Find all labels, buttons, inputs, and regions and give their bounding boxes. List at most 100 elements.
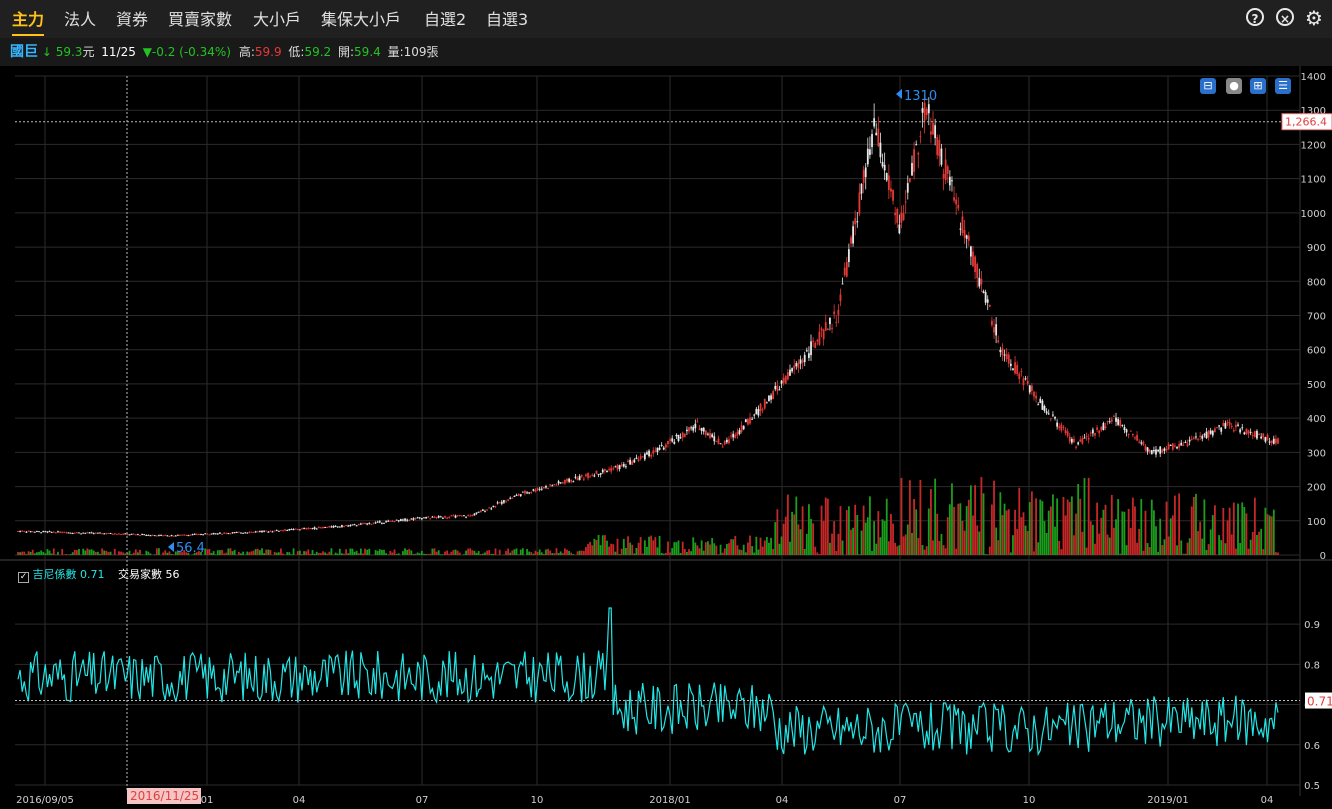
volume-bar (938, 541, 941, 555)
candle-body (1235, 424, 1237, 428)
volume-bar (509, 552, 512, 555)
volume-bar (725, 544, 728, 555)
candle-body (597, 474, 600, 476)
chart-area[interactable]: 1400130012001100100090080070060050040030… (0, 66, 1332, 809)
candle-body (442, 517, 444, 519)
candle-body (820, 328, 823, 331)
volume-bar (65, 554, 68, 555)
close-icon[interactable]: × (1276, 8, 1294, 26)
record-icon[interactable]: ● (1226, 78, 1242, 94)
volume-bar (879, 537, 882, 555)
candle-body (492, 505, 495, 508)
candle-body (526, 492, 528, 494)
volume-bar (824, 497, 827, 555)
candle-body (73, 532, 76, 534)
legend-checkbox[interactable]: ✓ (18, 572, 29, 583)
candle-body (256, 531, 259, 533)
volume-bar (227, 548, 230, 555)
candle-body (976, 263, 979, 279)
candle-body (591, 474, 594, 476)
volume-bar (378, 549, 381, 555)
volume-bar (686, 551, 688, 555)
volume-bar (1035, 498, 1037, 555)
candle-body (174, 535, 177, 537)
volume-bar (915, 509, 918, 555)
volume-bar (906, 524, 909, 555)
y-tick-label: 400 (1307, 414, 1326, 425)
volume-bar (822, 521, 825, 555)
help-icon[interactable]: ? (1246, 8, 1264, 26)
zoom-icon[interactable]: ⊞ (1250, 78, 1266, 94)
candle-body (719, 443, 722, 445)
candle-body (1127, 434, 1130, 436)
volume-bar (728, 543, 730, 555)
bookmark-icon[interactable]: ⊟ (1200, 78, 1216, 94)
tab-0[interactable]: 主力 (12, 0, 45, 38)
candle-body (423, 517, 425, 519)
tab-6[interactable]: 自選2 (424, 10, 467, 29)
candle-body (700, 427, 703, 431)
price-value: 59.3 (55, 45, 83, 59)
candle-body (631, 461, 634, 465)
legend-gini-value: 0.71 (80, 568, 105, 581)
candle-body (1064, 429, 1067, 434)
volume-bar (456, 550, 459, 555)
candle-body (702, 427, 705, 432)
candle-body (1152, 450, 1155, 452)
candle-body (637, 459, 640, 461)
volume-bar (526, 548, 528, 555)
volume-bar (471, 550, 474, 555)
volume-bar (591, 545, 594, 555)
volume-bar (951, 483, 953, 555)
candle-body (315, 528, 318, 530)
volume-bar (1148, 547, 1151, 555)
candle-body (132, 533, 135, 535)
legend-gini-label: 吉尼係數 (32, 568, 77, 581)
volume-bar (1144, 510, 1147, 555)
candle-body (1028, 385, 1031, 393)
volume-bar (808, 504, 810, 555)
volume-bar (126, 553, 129, 555)
candle-body (574, 476, 577, 478)
volume-bar (1171, 515, 1174, 555)
candle-body (1009, 363, 1012, 366)
settings-lines-icon[interactable]: ☰ (1275, 78, 1291, 94)
volume-bar (713, 543, 716, 555)
tab-5[interactable]: 集保大小戶 (321, 10, 402, 29)
candle-body (835, 321, 838, 323)
candle-body (313, 527, 316, 529)
tab-7[interactable]: 自選3 (486, 10, 529, 29)
candle-body (856, 221, 859, 223)
candle-body (547, 487, 549, 489)
candle-body (1100, 426, 1103, 431)
volume-bar (747, 542, 749, 555)
candle-body (995, 324, 998, 336)
volume-bar (317, 552, 320, 555)
volume-bar (791, 511, 793, 555)
volume-bar (1056, 498, 1059, 555)
volume-bar (155, 548, 158, 555)
tab-3[interactable]: 買賣家數 (168, 10, 233, 29)
volume-bar (1155, 526, 1157, 555)
candle-body (770, 395, 772, 400)
volume-bar (288, 552, 291, 555)
candle-body (381, 523, 383, 525)
candle-body (951, 180, 953, 182)
volume-bar (458, 552, 461, 555)
gear-icon[interactable]: ⚙ (1305, 6, 1323, 30)
candle-body (412, 518, 415, 520)
volume-bar (805, 533, 808, 555)
candle-body (883, 164, 886, 171)
volume-bar (446, 550, 449, 555)
tab-1[interactable]: 法人 (64, 10, 97, 29)
candle-body (1136, 434, 1138, 441)
volume-bar (1077, 483, 1080, 555)
tab-2[interactable]: 資券 (116, 10, 149, 29)
volume-bar (532, 553, 535, 555)
candle-body (1148, 450, 1151, 453)
stock-name[interactable]: 國巨 (10, 44, 38, 60)
tab-4[interactable]: 大小戶 (253, 10, 302, 29)
volume-value: 109張 (403, 45, 439, 59)
candle-body (357, 524, 360, 526)
tab-bar: 主力 法人 資券 買賣家數 大小戶 集保大小戶 自選2 自選3 (0, 0, 1332, 38)
